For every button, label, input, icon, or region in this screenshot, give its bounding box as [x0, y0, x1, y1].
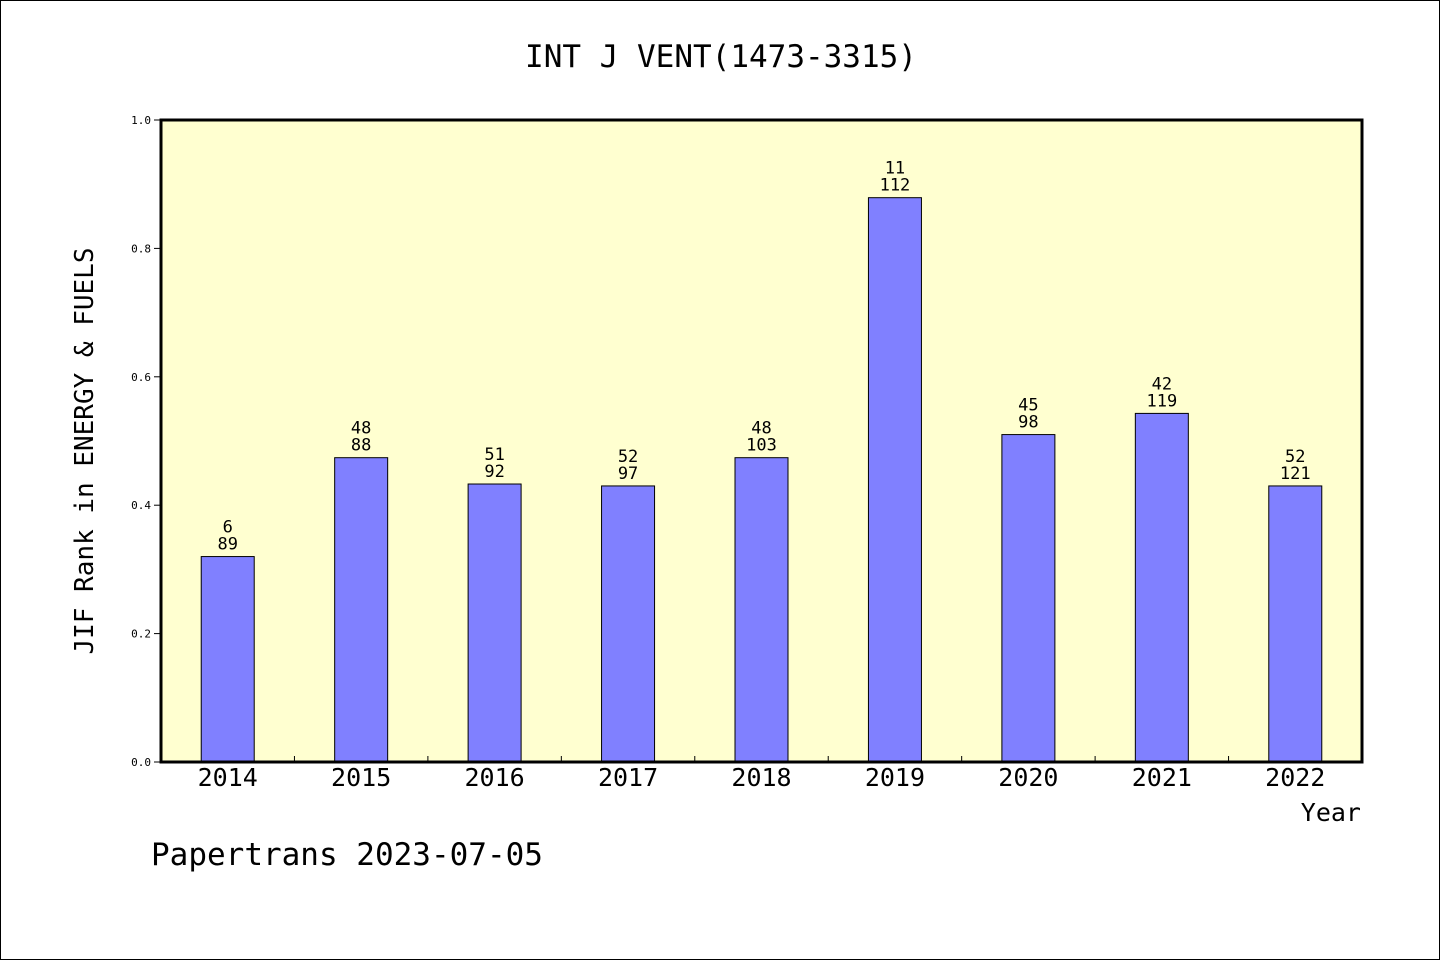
y-tick-label-2: 0.4 [131, 499, 151, 512]
x-tick-label-2014: 2014 [198, 763, 258, 792]
total-label-2017: 97 [618, 464, 638, 484]
total-label-2016: 92 [484, 462, 504, 482]
x-tick-label-2019: 2019 [865, 763, 925, 792]
total-label-2014: 89 [217, 535, 237, 555]
rank-label-2017: 52 [618, 447, 638, 467]
x-tick-label-2020: 2020 [998, 763, 1058, 792]
rank-label-2022: 52 [1285, 447, 1305, 467]
y-tick-label-3: 0.6 [131, 371, 151, 384]
bar-2022 [1268, 485, 1323, 763]
total-label-2015: 88 [351, 436, 371, 456]
bar-2017 [601, 485, 656, 763]
total-label-2020: 98 [1018, 413, 1038, 433]
x-tick-label-2022: 2022 [1265, 763, 1325, 792]
y-tick-label-5: 1.0 [131, 114, 151, 127]
bar-2021 [1134, 412, 1189, 763]
bars-group [200, 197, 1323, 763]
rank-label-2016: 51 [484, 445, 504, 465]
x-axis-label: Year [1301, 798, 1361, 827]
total-label-2018: 103 [746, 436, 777, 456]
x-tick-label-2017: 2017 [598, 763, 658, 792]
total-label-2019: 112 [880, 176, 911, 196]
plot-border [159, 118, 1364, 764]
x-tick-label-2015: 2015 [331, 763, 391, 792]
bar-2019 [867, 197, 922, 763]
rank-label-2014: 6 [223, 518, 233, 538]
y-tick-label-1: 0.2 [131, 628, 151, 641]
x-tick-label-2018: 2018 [731, 763, 791, 792]
bar-2020 [1001, 434, 1056, 763]
bar-2016 [467, 483, 522, 763]
rank-label-2018: 48 [751, 419, 771, 439]
bar-2015 [334, 457, 389, 763]
bar-2014 [200, 556, 255, 763]
x-tick-label-2016: 2016 [465, 763, 525, 792]
y-axis-label: JIF Rank in ENERGY & FUELS [70, 248, 100, 655]
y-axis: 0.0 0.2 0.4 0.6 0.8 1.0 [131, 114, 161, 769]
total-label-2021: 119 [1146, 391, 1177, 411]
rank-label-2020: 45 [1018, 396, 1038, 416]
chart-title: INT J VENT(1473-3315) [525, 39, 917, 75]
y-tick-label-0: 0.0 [131, 756, 151, 769]
x-tick-label-2021: 2021 [1132, 763, 1192, 792]
y-tick-label-4: 0.8 [131, 242, 151, 255]
rank-label-2019: 11 [885, 159, 905, 179]
footer-credit: Papertrans 2023-07-05 [151, 837, 543, 873]
rank-label-2021: 42 [1152, 374, 1172, 394]
bar-2018 [734, 457, 789, 763]
x-axis: 2014 2015 2016 2017 2018 2019 2020 2021 2022 [198, 756, 1325, 792]
total-label-2022: 121 [1280, 464, 1311, 484]
rank-label-2015: 48 [351, 419, 371, 439]
